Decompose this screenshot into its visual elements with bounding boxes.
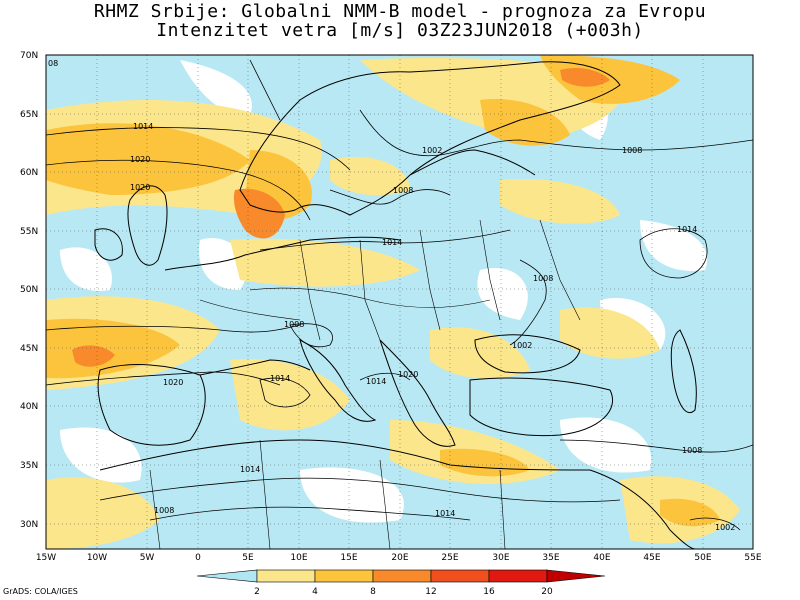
isobar-label: 1002 bbox=[422, 146, 442, 155]
colorbar-tick: 8 bbox=[370, 587, 376, 597]
country-borders bbox=[149, 219, 581, 549]
isobar-label: 1008 bbox=[682, 446, 702, 455]
colorbar-segment bbox=[256, 569, 316, 583]
isobar-label: 1008 bbox=[533, 274, 553, 283]
colorbar-tick: 16 bbox=[483, 587, 495, 597]
isobar-label: 1014 bbox=[366, 377, 386, 386]
lon-label: 45E bbox=[643, 553, 660, 563]
isobar-label: 1014 bbox=[270, 374, 290, 383]
longitude-labels: 15W 10W 5W 0 5E 10E 15E 20E 25E 30E 35E … bbox=[36, 553, 762, 563]
lon-label: 5W bbox=[140, 553, 155, 563]
credit-text: GrADS: COLA/IGES bbox=[3, 587, 78, 596]
colorbar-tick: 2 bbox=[254, 587, 260, 597]
isobar-label: 1020 bbox=[398, 370, 418, 379]
isobars bbox=[46, 59, 753, 531]
isobar-label: 1008 bbox=[154, 506, 174, 515]
lon-label: 50E bbox=[694, 553, 711, 563]
isobar-label: 1014 bbox=[677, 225, 697, 234]
title-line-1: RHMZ Srbije: Globalni NMM-B model - prog… bbox=[93, 1, 707, 22]
isobar-label: 1014 bbox=[435, 509, 455, 518]
lon-label: 35E bbox=[542, 553, 559, 563]
colorbar-tick: 4 bbox=[312, 587, 318, 597]
colorbar-segment bbox=[314, 569, 374, 583]
isobar-label: 1020 bbox=[130, 155, 150, 164]
lat-label: 70N bbox=[20, 51, 38, 61]
lon-label: 5E bbox=[242, 553, 254, 563]
isobar-label: 08 bbox=[48, 59, 58, 68]
isobar-label: 1014 bbox=[133, 122, 153, 131]
lon-label: 15E bbox=[340, 553, 357, 563]
colorbar-segment bbox=[196, 569, 258, 583]
isobar-label: 1020 bbox=[130, 183, 150, 192]
map-frame bbox=[45, 54, 754, 550]
isobar-label: 1008 bbox=[622, 146, 642, 155]
lat-label: 40N bbox=[20, 402, 38, 412]
lon-label: 0 bbox=[195, 553, 201, 563]
colorbar-segment bbox=[488, 569, 548, 583]
lat-label: 55N bbox=[20, 227, 38, 237]
lat-label: 60N bbox=[20, 168, 38, 178]
latitude-labels: 70N 65N 60N 55N 50N 45N 40N 35N 30N bbox=[20, 51, 38, 530]
colorbar-tick: 12 bbox=[425, 587, 436, 597]
wind-speed-field bbox=[46, 55, 753, 549]
lon-label: 30E bbox=[492, 553, 509, 563]
lon-label: 15W bbox=[36, 553, 56, 563]
isobar-labels: 08 1014 1020 1020 1002 1008 1008 1014 10… bbox=[48, 59, 735, 532]
lat-label: 30N bbox=[20, 520, 38, 530]
lat-label: 65N bbox=[20, 110, 38, 120]
isobar-label: 1020 bbox=[163, 378, 183, 387]
isobar-label: 1014 bbox=[240, 465, 260, 474]
lat-label: 35N bbox=[20, 461, 38, 471]
lat-label: 45N bbox=[20, 344, 38, 354]
colorbar-segment bbox=[372, 569, 432, 583]
lon-label: 40E bbox=[593, 553, 610, 563]
colorbar: 2 4 8 12 16 20 bbox=[196, 569, 606, 597]
lat-label: 50N bbox=[20, 285, 38, 295]
lon-label: 25E bbox=[441, 553, 458, 563]
title-line-2: Intenzitet vetra [m/s] 03Z23JUN2018 (+00… bbox=[156, 20, 644, 41]
lon-label: 10W bbox=[87, 553, 107, 563]
colorbar-tick: 20 bbox=[541, 587, 553, 597]
colorbar-segment bbox=[546, 569, 606, 583]
colorbar-segment bbox=[430, 569, 490, 583]
isobar-label: 1002 bbox=[512, 341, 532, 350]
isobar-label: 1002 bbox=[715, 523, 735, 532]
isobar-label: 1008 bbox=[284, 320, 304, 329]
isobar-label: 1008 bbox=[393, 186, 413, 195]
isobar-label: 1014 bbox=[382, 238, 402, 247]
lon-label: 10E bbox=[290, 553, 307, 563]
lon-label: 20E bbox=[391, 553, 408, 563]
lon-label: 55E bbox=[744, 553, 761, 563]
